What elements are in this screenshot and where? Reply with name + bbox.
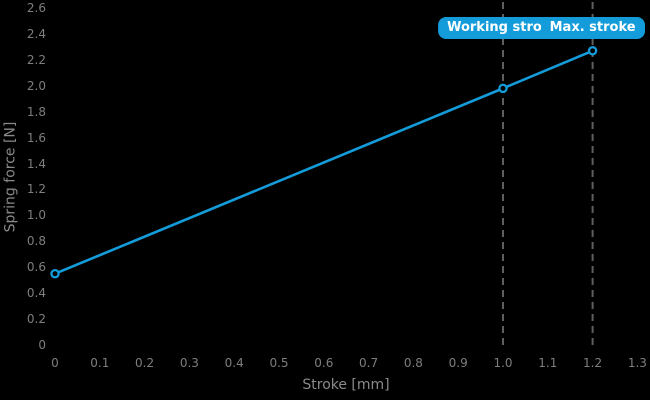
y-tick-label: 1.4 [26,156,46,171]
x-tick-label: 0.1 [90,356,110,370]
series-line [54,49,594,275]
x-tick-label: 0 [51,356,59,370]
y-tick-label: 1.8 [26,104,46,119]
y-tick-label: 0.6 [26,260,46,275]
x-tick-label: 0.2 [135,356,155,370]
x-tick-label: 0.4 [224,356,244,370]
y-tick-label: 2.0 [26,78,46,93]
x-axis-title: Stroke [mm] [302,377,390,393]
x-tick-label: 0.6 [314,356,334,370]
x-tick-label: 0.3 [179,356,199,370]
working-stroke-badge: Working stroke [438,17,568,39]
data-point-marker [587,46,598,56]
y-tick-label: 2.4 [26,26,46,41]
y-tick-label: 0.2 [26,312,46,327]
x-tick-label: 1.0 [493,356,513,370]
y-tick-label: 0.4 [26,286,46,301]
data-point-marker [498,83,508,94]
y-tick-label: 0 [38,338,46,352]
x-tick-label: 0.8 [403,356,423,370]
x-tick-label: 1.3 [627,356,647,370]
y-tick-label: 1.2 [26,182,46,197]
y-tick-label: 0.8 [26,234,46,249]
y-tick-label: 2.2 [26,52,46,67]
x-tick-label: 0.9 [448,356,468,370]
y-tick-label: 1.0 [26,208,46,223]
x-tick-label: 0.5 [269,356,289,370]
x-tick-label: 0.7 [359,356,379,370]
y-tick-label: 1.6 [26,130,46,145]
x-tick-label: 1.2 [583,356,603,370]
y-tick-label: 2.6 [26,1,46,15]
data-point-marker [50,268,60,279]
max-stroke-badge: Max. stroke [540,17,645,39]
x-tick-label: 1.1 [538,356,558,370]
